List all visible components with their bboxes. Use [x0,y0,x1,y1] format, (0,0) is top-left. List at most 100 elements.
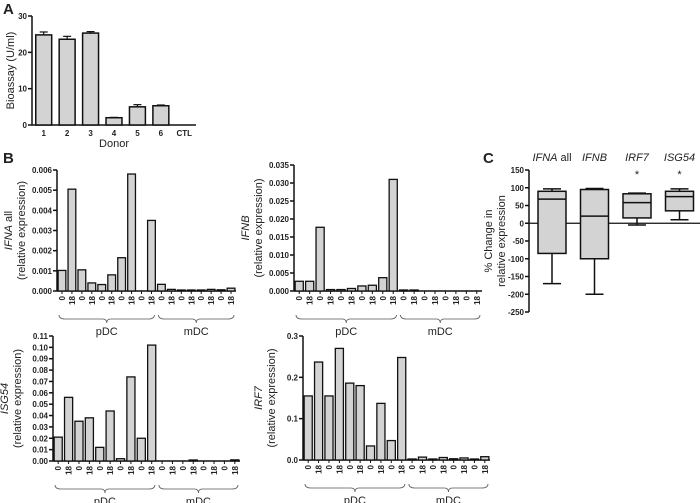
bar [336,288,346,292]
box [579,188,610,260]
bar [345,382,355,461]
x-tick-label: 18 [389,295,398,304]
y-tick-label: 0.1 [287,415,299,424]
group-brace [54,484,156,494]
y-tick-label: 150 [511,166,525,175]
bar [438,456,448,461]
y-tick-label: 0.07 [32,377,48,386]
x-tick-label: 0 [200,465,209,470]
bar [367,284,378,292]
x-tick-label: 0 [75,465,84,470]
x-tick-label: 18 [473,295,482,304]
x-tick-label: 18 [356,464,365,473]
y-tick-label: 0.11 [33,332,49,341]
bar [325,288,336,292]
x-tick-label: 18 [167,295,176,304]
y-tick-label: 0.005 [32,186,53,195]
x-tick-label: 18 [187,295,196,304]
group-brace [158,484,239,494]
x-tick-label: 3 [88,129,93,138]
x-tick-label: 0 [98,295,107,300]
x-tick-label: 0 [157,295,166,300]
y-tick-label: 0.000 [32,287,53,296]
bar [226,287,236,292]
group-brace [408,483,489,493]
x-tick-label: 0 [325,464,334,469]
y-tick-label: 0.020 [269,215,290,224]
group-label: mDC [436,495,461,503]
x-tick-label: 18 [460,464,469,473]
box-label: IRF7 [625,152,650,164]
y-tick-label: 0.00 [32,457,48,466]
x-tick-label: 18 [168,465,177,474]
bar [107,274,117,292]
y-axis-label: ISG54 [0,383,11,414]
bar [188,459,198,462]
y-tick-label: 0.003 [32,227,53,236]
x-tick-label: CTL [177,129,193,138]
x-tick-label: 18 [306,295,315,304]
x-tick-label: 18 [147,295,156,304]
x-tick-label: 18 [88,295,97,304]
bar [469,458,480,461]
y-tick-label: 0.002 [32,247,53,256]
bar [87,282,97,292]
bar [303,395,313,461]
bar [459,457,469,461]
bar [166,288,176,292]
bar [376,402,386,461]
bar [417,456,428,461]
y-axis-label: IFNB [240,215,252,240]
y-tick-label: 0.035 [269,161,290,170]
bar [105,116,123,126]
x-tick-label: 18 [189,465,198,474]
bar [115,458,126,462]
bar [324,395,334,461]
x-tick-label: 18 [335,464,344,473]
x-tick-label: 18 [127,465,136,474]
x-tick-label: 0 [408,464,417,469]
bar [365,445,376,461]
y-tick-label: -100 [508,255,525,264]
bar [186,289,196,292]
y-tick-label: 0.010 [269,251,290,260]
group-brace [295,314,397,324]
panel-label-b: B [3,150,14,167]
bar [196,289,206,292]
y-tick-label: 0.04 [32,412,48,421]
x-tick-label: 18 [347,295,356,304]
bar [409,289,419,292]
group-brace [58,314,155,324]
y-tick-label: 0 [23,121,28,130]
bar [81,32,100,126]
x-tick-label: 18 [128,295,137,304]
x-tick-label: 0 [337,295,346,300]
x-tick-label: 18 [108,295,117,304]
bar [294,280,304,292]
bar [127,173,137,292]
x-tick-label: 0 [387,464,396,469]
y-tick-label: 0.025 [269,197,290,206]
y-tick-label: 0.10 [32,343,48,352]
group-label: pDC [94,496,116,503]
y-axis-label-2: (relative expression) [12,349,24,448]
y-axis-label: IFNA all [3,211,15,250]
x-tick-label: 0 [295,295,304,300]
bar [105,410,115,462]
x-tick-label: 18 [210,465,219,474]
bar [95,446,105,462]
y-tick-label: 0.09 [32,355,48,364]
x-tick-label: 0 [197,295,206,300]
y-tick-label: -250 [508,308,525,317]
y-tick-label: 0.02 [32,434,48,443]
bar [136,437,147,462]
bar [74,420,84,462]
box [537,190,567,255]
y-axis-label: Bioassay (U/ml) [5,32,17,110]
bar [58,38,76,126]
x-tick-label: 0 [441,295,450,300]
significance-marker: * [677,169,682,181]
x-tick-label: 18 [68,295,77,304]
x-tick-label: 6 [159,129,164,138]
bar [176,289,186,292]
